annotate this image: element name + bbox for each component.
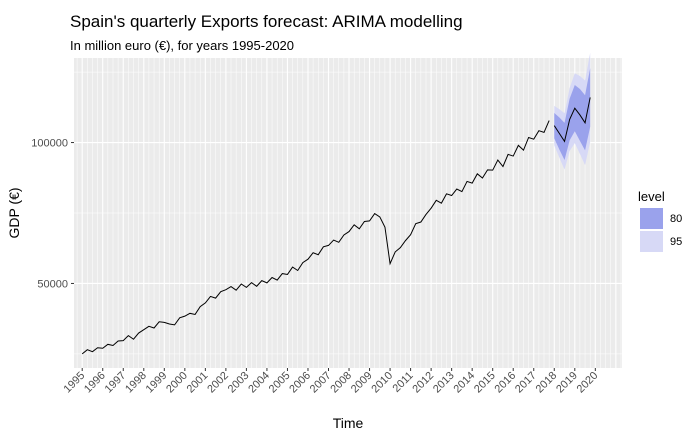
x-tick-label: 2009	[349, 370, 375, 396]
y-axis: 50000 100000	[31, 138, 74, 290]
x-tick-label: 2016	[493, 370, 519, 396]
x-tick-label: 1999	[144, 370, 170, 396]
series-lines	[81, 97, 591, 355]
x-tick-label: 1996	[82, 370, 108, 396]
x-tick-label: 2014	[451, 370, 477, 396]
legend-label-80: 80	[670, 213, 682, 225]
legend-title: level	[638, 189, 665, 204]
x-tick-label: 2011	[391, 370, 416, 395]
x-tick-label: 1995	[62, 370, 88, 396]
legend: level 80 95	[638, 189, 682, 252]
y-tick-label: 100000	[31, 138, 68, 150]
x-tick-label: 2010	[369, 370, 395, 396]
x-tick-label: 2018	[534, 370, 560, 396]
x-tick-label: 2001	[185, 370, 211, 396]
x-tick-label: 2008	[328, 370, 354, 396]
x-tick-label: 2006	[287, 370, 313, 396]
x-tick-label: 2007	[308, 370, 334, 396]
x-tick-label: 1997	[103, 370, 129, 396]
x-tick-label: 1998	[123, 370, 149, 396]
chart-title: Spain's quarterly Exports forecast: ARIM…	[70, 12, 463, 31]
x-axis: 1995199619971998199920002001200220032004…	[62, 368, 601, 396]
legend-swatch-80	[640, 208, 663, 229]
chart-subtitle: In million euro (€), for years 1995-2020	[70, 38, 294, 53]
x-tick-label: 2004	[246, 370, 272, 396]
x-tick-label: 2005	[267, 370, 293, 396]
x-tick-label: 2012	[410, 370, 436, 396]
y-axis-title: GDP (€)	[6, 187, 22, 238]
x-tick-label: 2020	[575, 370, 601, 396]
legend-swatch-95	[640, 231, 663, 252]
x-tick-label: 2017	[513, 370, 539, 396]
x-axis-title: Time	[333, 415, 364, 431]
series-line	[81, 120, 550, 355]
y-tick-label: 50000	[37, 278, 68, 290]
x-tick-label: 2015	[472, 370, 498, 396]
legend-label-95: 95	[670, 236, 682, 248]
x-tick-label: 2003	[226, 370, 252, 396]
x-tick-label: 2000	[164, 370, 190, 396]
x-tick-label: 2019	[554, 370, 580, 396]
x-tick-label: 2013	[431, 370, 457, 396]
x-tick-label: 2002	[205, 370, 231, 396]
forecast-line	[553, 97, 591, 143]
